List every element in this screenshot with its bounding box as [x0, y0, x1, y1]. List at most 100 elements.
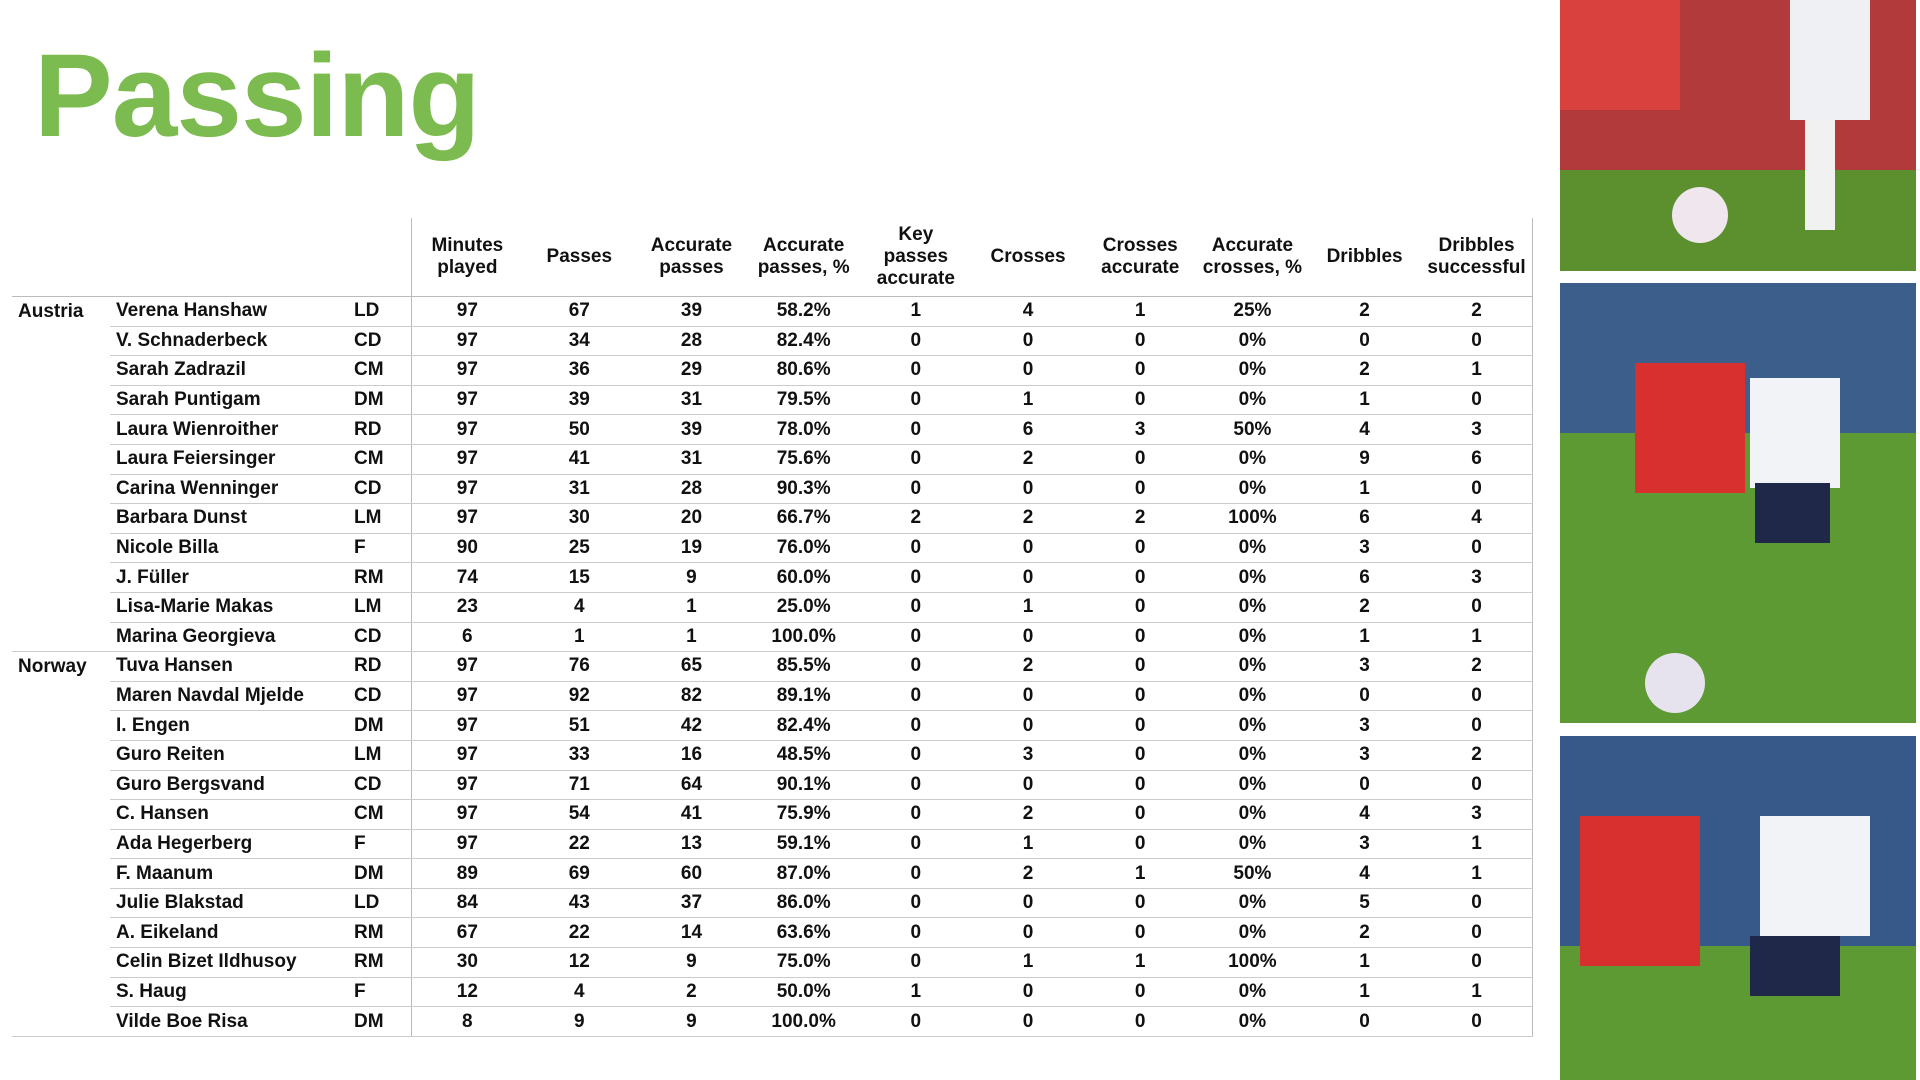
player-name: Nicole Billa — [110, 533, 349, 564]
stat-cell: 3 — [1420, 562, 1534, 593]
position: CM — [349, 799, 411, 830]
stat-cell: 1 — [635, 622, 748, 653]
stat-cell: 30 — [410, 947, 524, 978]
table-row: Norway Tuva Hansen RD 97 76 65 85.5% 0 2 0 0% 3 2 — [12, 651, 1534, 682]
position: RD — [349, 414, 411, 445]
team-cell — [12, 711, 110, 741]
team-cell — [12, 740, 110, 770]
column-header: Dribbles successful — [1420, 218, 1534, 297]
stat-cell: 36 — [523, 355, 636, 386]
stat-cell: 100% — [1196, 503, 1309, 534]
team-cell — [12, 948, 110, 978]
stat-cell: 6 — [1308, 562, 1421, 593]
stat-cell: 0 — [1084, 444, 1197, 475]
stat-cell: 74 — [410, 562, 524, 593]
position: RM — [349, 917, 411, 949]
stat-cell: 2 — [635, 977, 748, 1008]
stat-cell: 0 — [1084, 355, 1197, 386]
stat-cell: 19 — [635, 533, 748, 564]
stat-cell: 71 — [523, 770, 636, 801]
stat-cell: 0 — [1420, 888, 1534, 919]
stat-cell: 1 — [635, 592, 748, 623]
table-row: Barbara Dunst LM 97 30 20 66.7% 2 2 2 100% 6 4 — [12, 503, 1534, 534]
team-cell — [12, 474, 110, 504]
stat-cell: 97 — [410, 651, 524, 682]
team-cell — [12, 356, 110, 386]
table-row: Guro Reiten LM 97 33 16 48.5% 0 3 0 0% 3 2 — [12, 740, 1534, 771]
stat-cell: 28 — [635, 326, 748, 357]
stat-cell: 6 — [1308, 503, 1421, 534]
stat-cell: 2 — [971, 503, 1085, 534]
stat-cell: 0 — [1308, 681, 1421, 712]
stat-cell: 97 — [410, 829, 524, 860]
stat-cell: 75.9% — [747, 799, 860, 830]
table-row: Julie Blakstad LD 84 43 37 86.0% 0 0 0 0% 5 0 — [12, 888, 1534, 919]
stat-cell: 0 — [859, 740, 972, 771]
position: RM — [349, 562, 411, 593]
table-row: Sarah Puntigam DM 97 39 31 79.5% 0 1 0 0% 1 0 — [12, 385, 1534, 416]
stat-cell: 3 — [1308, 710, 1421, 741]
table-row: A. Eikeland RM 67 22 14 63.6% 0 0 0 0% 2 0 — [12, 917, 1534, 949]
stat-cell: 1 — [1420, 622, 1534, 653]
stat-cell: 22 — [523, 917, 636, 949]
stat-cell: 0% — [1196, 592, 1309, 623]
stat-cell: 4 — [1308, 414, 1421, 445]
stat-cell: 4 — [523, 592, 636, 623]
stat-cell: 97 — [410, 503, 524, 534]
stat-cell: 0 — [1084, 740, 1197, 771]
table-row: S. Haug F 12 4 2 50.0% 1 0 0 0% 1 1 — [12, 977, 1534, 1008]
column-header: Dribbles — [1308, 218, 1421, 297]
team-cell — [12, 415, 110, 445]
stat-cell: 97 — [410, 296, 524, 327]
stat-cell: 33 — [523, 740, 636, 771]
stat-cell: 50.0% — [747, 977, 860, 1008]
team-cell — [12, 800, 110, 830]
stat-cell: 0% — [1196, 385, 1309, 416]
stat-cell: 1 — [1308, 977, 1421, 1008]
stat-cell: 6 — [1420, 444, 1534, 475]
stat-cell: 66.7% — [747, 503, 860, 534]
passing-table: Minutes played Passes Accurate passes Accur… — [12, 218, 1534, 1037]
stat-cell: 12 — [410, 977, 524, 1008]
stat-cell: 41 — [523, 444, 636, 475]
stat-cell: 1 — [1084, 858, 1197, 889]
stat-cell: 1 — [859, 977, 972, 1008]
stat-cell: 9 — [523, 1006, 636, 1037]
stat-cell: 0 — [859, 355, 972, 386]
stat-cell: 0 — [859, 444, 972, 475]
stat-cell: 85.5% — [747, 651, 860, 682]
team-cell — [12, 326, 110, 356]
position: DM — [349, 858, 411, 889]
player-name: Sarah Puntigam — [110, 385, 349, 416]
player-name: Celin Bizet Ildhusoy — [110, 947, 349, 978]
team-cell — [12, 829, 110, 859]
stat-cell: 97 — [410, 474, 524, 505]
team-cell — [12, 977, 110, 1007]
stat-cell: 64 — [635, 770, 748, 801]
player-name: Carina Wenninger — [110, 474, 349, 505]
stat-cell: 43 — [523, 888, 636, 919]
table-row: Vilde Boe Risa DM 8 9 9 100.0% 0 0 0 0% 0 0 — [12, 1006, 1534, 1037]
team-cell — [12, 533, 110, 563]
table-row: Laura Feiersinger CM 97 41 31 75.6% 0 2 0 0% 9 6 — [12, 444, 1534, 475]
stat-cell: 0 — [971, 977, 1085, 1008]
stat-cell: 87.0% — [747, 858, 860, 889]
table-row: Austria Verena Hanshaw LD 97 67 39 58.2% 1 4 1 25%… — [12, 296, 1534, 327]
stat-cell: 31 — [635, 385, 748, 416]
player-name: Guro Reiten — [110, 740, 349, 771]
stat-cell: 0 — [859, 474, 972, 505]
stat-cell: 0 — [1420, 710, 1534, 741]
stat-cell: 89 — [410, 858, 524, 889]
stat-cell: 13 — [635, 829, 748, 860]
stat-cell: 97 — [410, 444, 524, 475]
stat-cell: 67 — [410, 917, 524, 949]
stat-cell: 0 — [1084, 977, 1197, 1008]
stat-cell: 0% — [1196, 770, 1309, 801]
stat-cell: 0 — [859, 651, 972, 682]
stat-cell: 0 — [859, 947, 972, 978]
position: CD — [349, 622, 411, 653]
stat-cell: 0 — [1308, 770, 1421, 801]
stat-cell: 69 — [523, 858, 636, 889]
stat-cell: 90.3% — [747, 474, 860, 505]
stat-cell: 82.4% — [747, 710, 860, 741]
